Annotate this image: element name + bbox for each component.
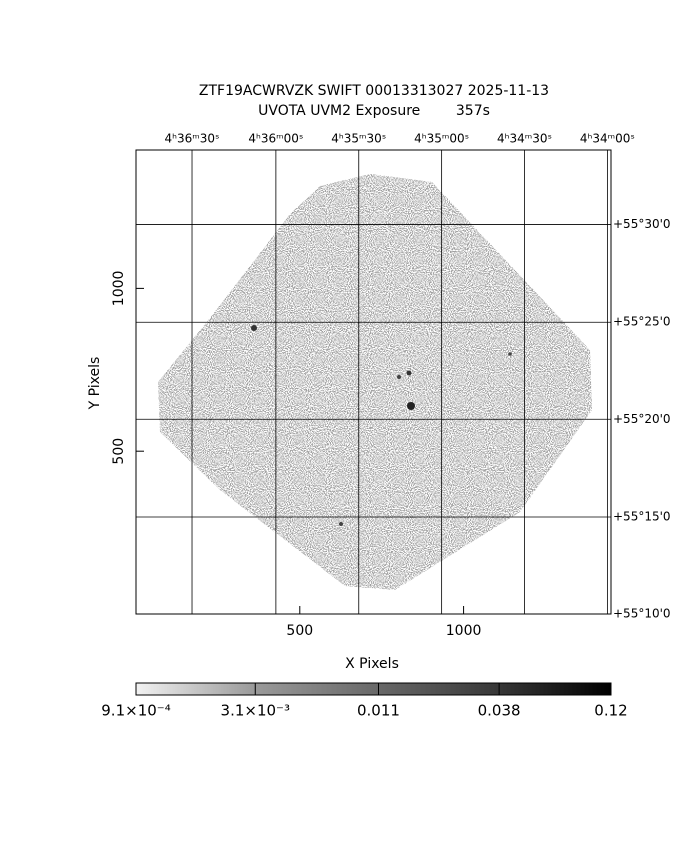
ra-tick-label: 4ʰ34ᵐ00ˢ	[580, 132, 635, 146]
colorbar-tick-label: 0.011	[357, 702, 400, 720]
x-tick-label: 500	[286, 623, 313, 639]
dec-tick-label: +55°25'0	[613, 315, 671, 329]
ra-tick-label: 4ʰ35ᵐ00ˢ	[414, 132, 469, 146]
y-tick-label: 1000	[111, 271, 127, 307]
dec-tick-label: +55°30'0	[613, 217, 671, 231]
colorbar	[135, 682, 612, 696]
y-axis-label: Y Pixels	[87, 357, 103, 411]
x-axis-label: X Pixels	[345, 656, 399, 672]
dec-tick-label: +55°10'0	[613, 607, 671, 621]
colorbar-tick-label: 3.1×10⁻³	[221, 702, 290, 720]
ra-tick-label: 4ʰ34ᵐ30ˢ	[497, 132, 552, 146]
x-tick-label: 1000	[446, 623, 482, 639]
y-tick-label: 500	[111, 438, 127, 465]
chart-subtitle: UVOTA UVM2 Exposure 357s	[258, 103, 490, 119]
image	[158, 174, 592, 590]
ra-tick-label: 4ʰ36ᵐ30ˢ	[165, 132, 220, 146]
chart-title: ZTF19ACWRVZK SWIFT 00013313027 2025-11-1…	[199, 83, 549, 99]
ra-tick-label: 4ʰ35ᵐ30ˢ	[331, 132, 386, 146]
dec-tick-label: +55°20'0	[613, 412, 671, 426]
ra-tick-label: 4ʰ36ᵐ00ˢ	[248, 132, 303, 146]
dec-tick-label: +55°15'0	[613, 509, 671, 523]
colorbar-tick-label: 9.1×10⁻⁴	[101, 702, 170, 720]
colorbar-tick-label: 0.038	[478, 702, 521, 720]
colorbar-tick-label: 0.12	[594, 702, 627, 720]
